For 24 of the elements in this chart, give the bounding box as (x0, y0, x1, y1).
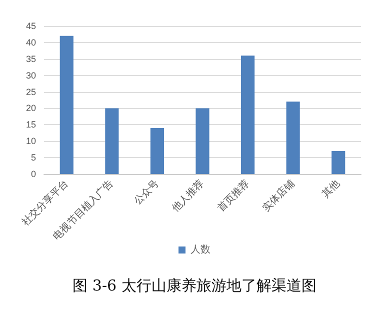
y-tick-label: 45 (26, 21, 36, 31)
y-tick-label: 0 (30, 169, 36, 179)
y-tick-label: 40 (26, 37, 36, 48)
bar (150, 128, 164, 174)
bar (286, 102, 300, 174)
x-tick-label: 实体店铺 (260, 177, 297, 214)
x-tick-label: 其他 (320, 177, 342, 200)
y-tick-label: 30 (26, 70, 36, 80)
bar (60, 36, 74, 174)
y-tick-label: 5 (30, 152, 36, 163)
y-tick-label: 20 (26, 103, 36, 114)
bar (196, 108, 210, 174)
bar (332, 150, 346, 174)
bar (240, 56, 255, 174)
y-tick-label: 10 (26, 136, 36, 146)
x-tick-label: 首页推荐 (214, 177, 252, 214)
text: 图 3-6 太行山康养旅游地了解渠道图 (72, 276, 316, 294)
y-tick-label: 35 (26, 54, 36, 64)
legend-label: 人数 (190, 244, 210, 256)
bar (105, 108, 119, 174)
y-tick-label: 15 (26, 120, 36, 130)
x-tick-label: 他人推荐 (170, 177, 206, 214)
x-tick-label: 公众号 (131, 177, 162, 208)
y-tick-label: 25 (26, 86, 36, 97)
